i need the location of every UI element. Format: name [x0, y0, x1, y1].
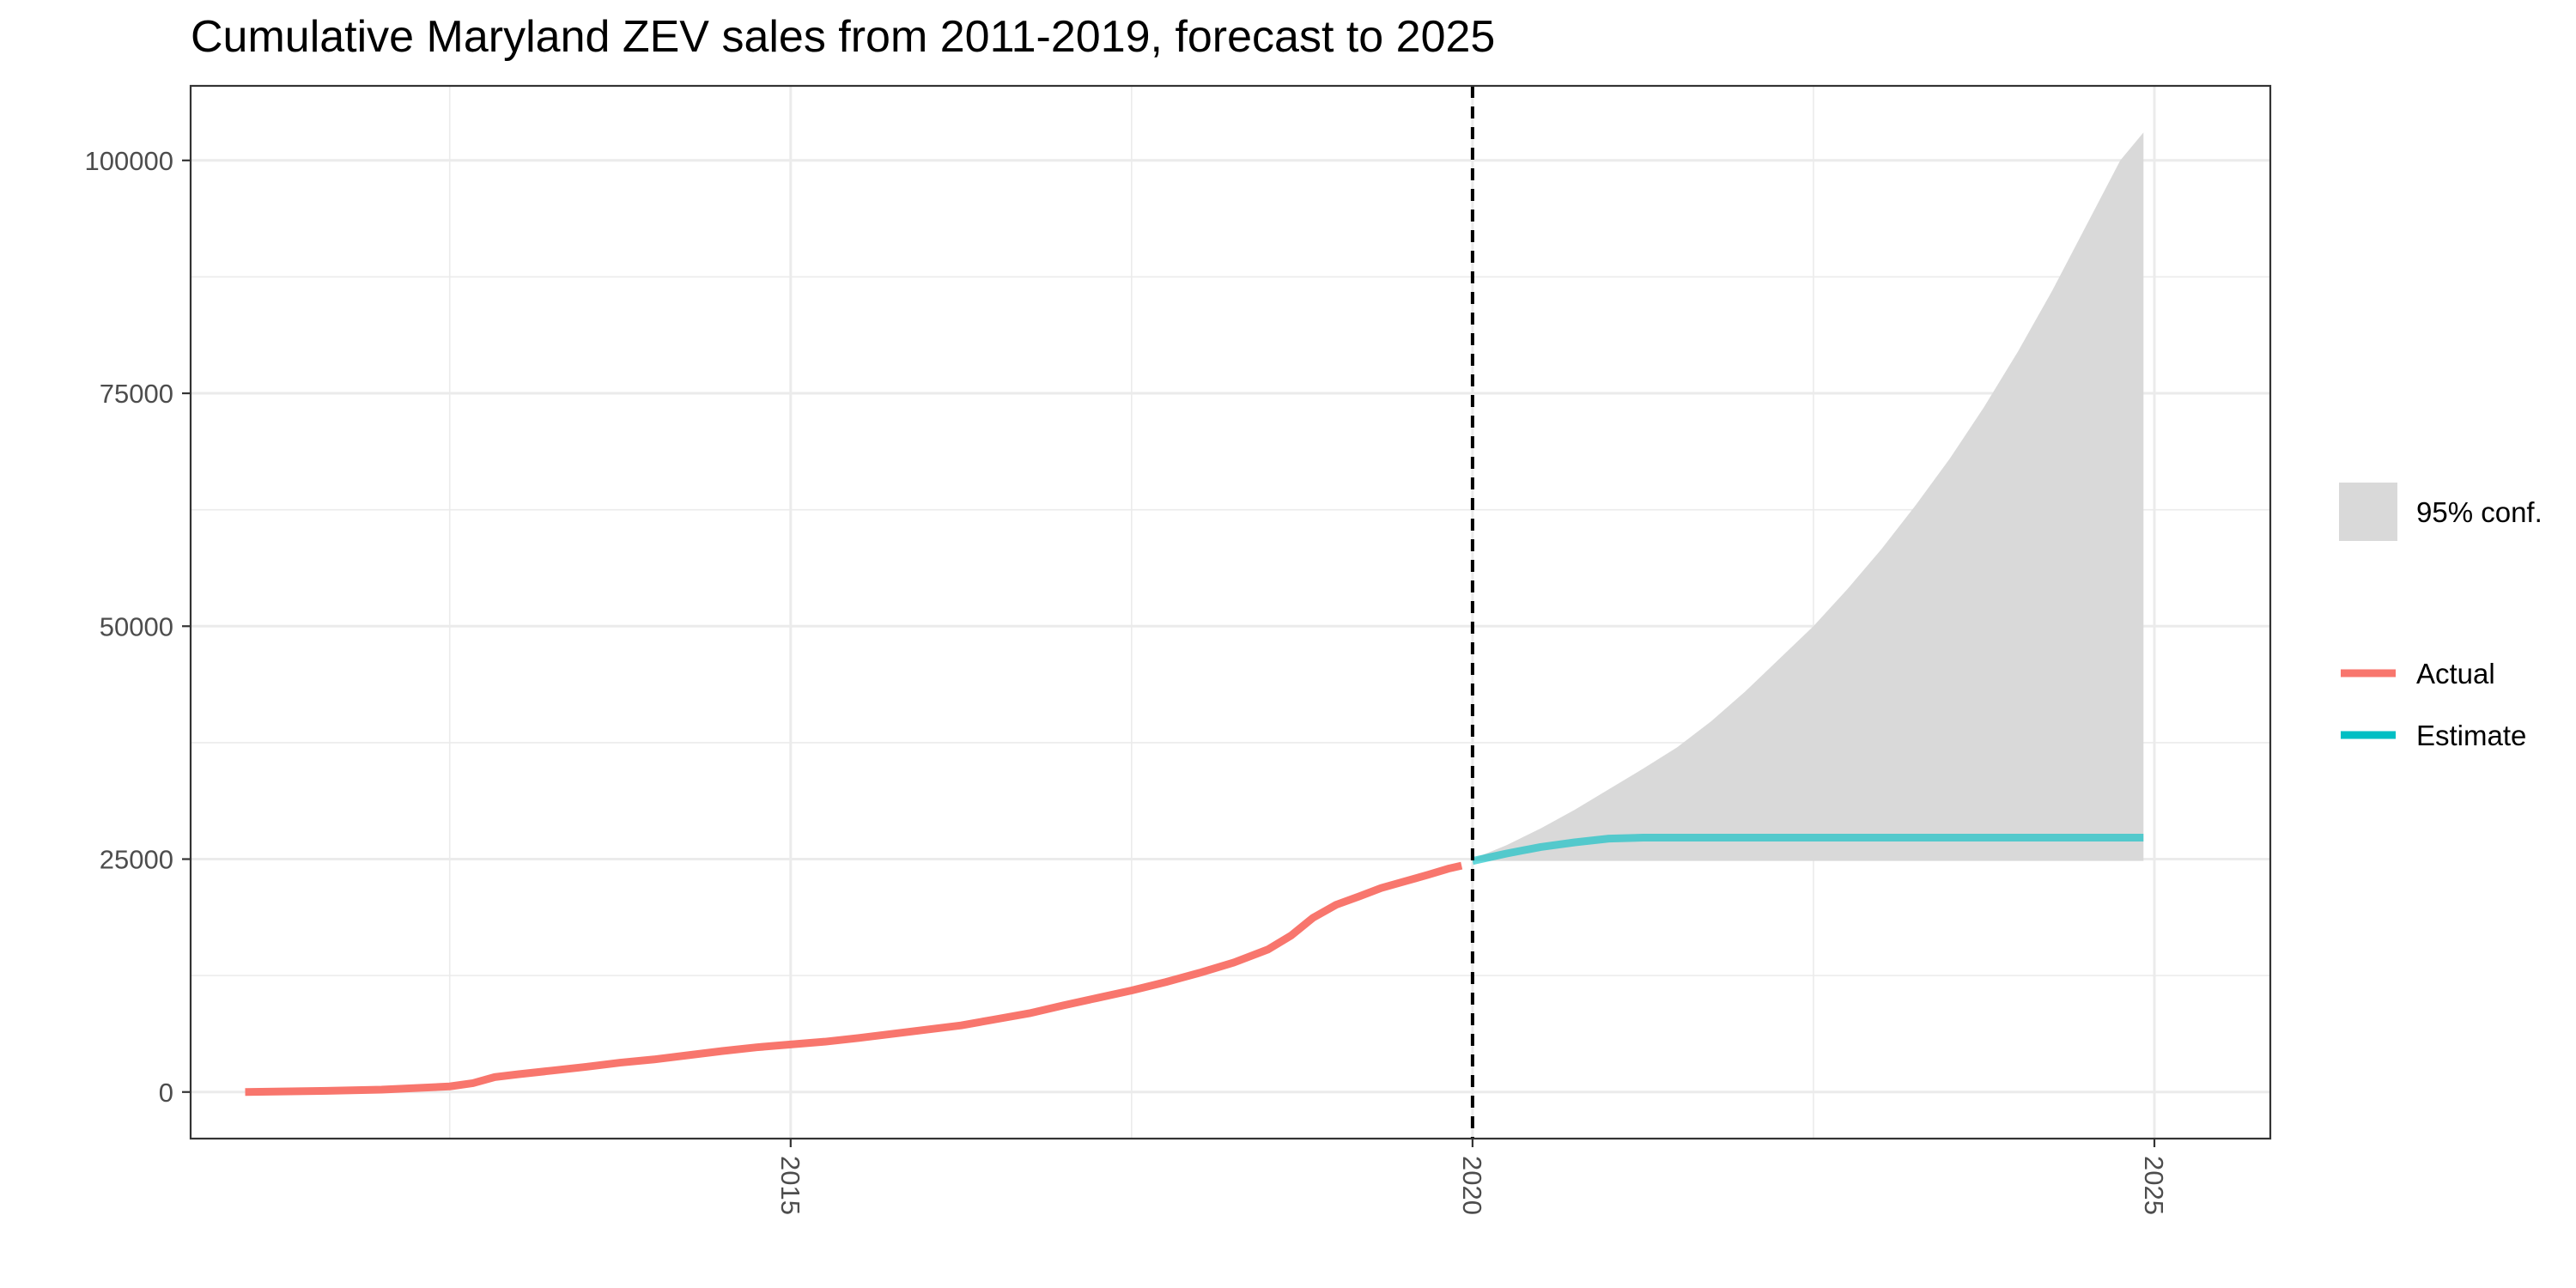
- plot-border: [189, 84, 2272, 1140]
- chart-title: Cumulative Maryland ZEV sales from 2011-…: [191, 12, 1495, 62]
- legend-label-conf: 95% conf.: [2416, 496, 2543, 528]
- x-tick-label-1: 2020: [1457, 1156, 1487, 1215]
- y-tick-label-2: 50000: [100, 611, 173, 641]
- legend-key-conf: [2339, 483, 2397, 541]
- y-tick-label-3: 75000: [100, 379, 173, 409]
- confidence-ribbon: [1472, 132, 2144, 861]
- y-axis: 0 25000 50000 75000 100000: [85, 146, 191, 1108]
- series-line-actual: [245, 861, 1463, 1097]
- series-line-estimate: [1471, 834, 2144, 866]
- x-tick-label-0: 2015: [775, 1156, 805, 1215]
- y-tick-label-1: 25000: [100, 845, 173, 875]
- x-tick-label-2: 2025: [2139, 1156, 2169, 1215]
- y-tick-label-4: 100000: [85, 146, 173, 176]
- legend-label-estimate: Estimate: [2416, 720, 2526, 751]
- legend-label-actual: Actual: [2416, 658, 2495, 690]
- ribbon-layer: [1472, 132, 2144, 861]
- x-axis: 2015 2020 2025: [775, 1139, 2169, 1215]
- legend: 95% conf. Actual Estimate: [2339, 483, 2543, 751]
- series-layer: [245, 834, 2144, 1097]
- y-tick-label-0: 0: [159, 1078, 173, 1108]
